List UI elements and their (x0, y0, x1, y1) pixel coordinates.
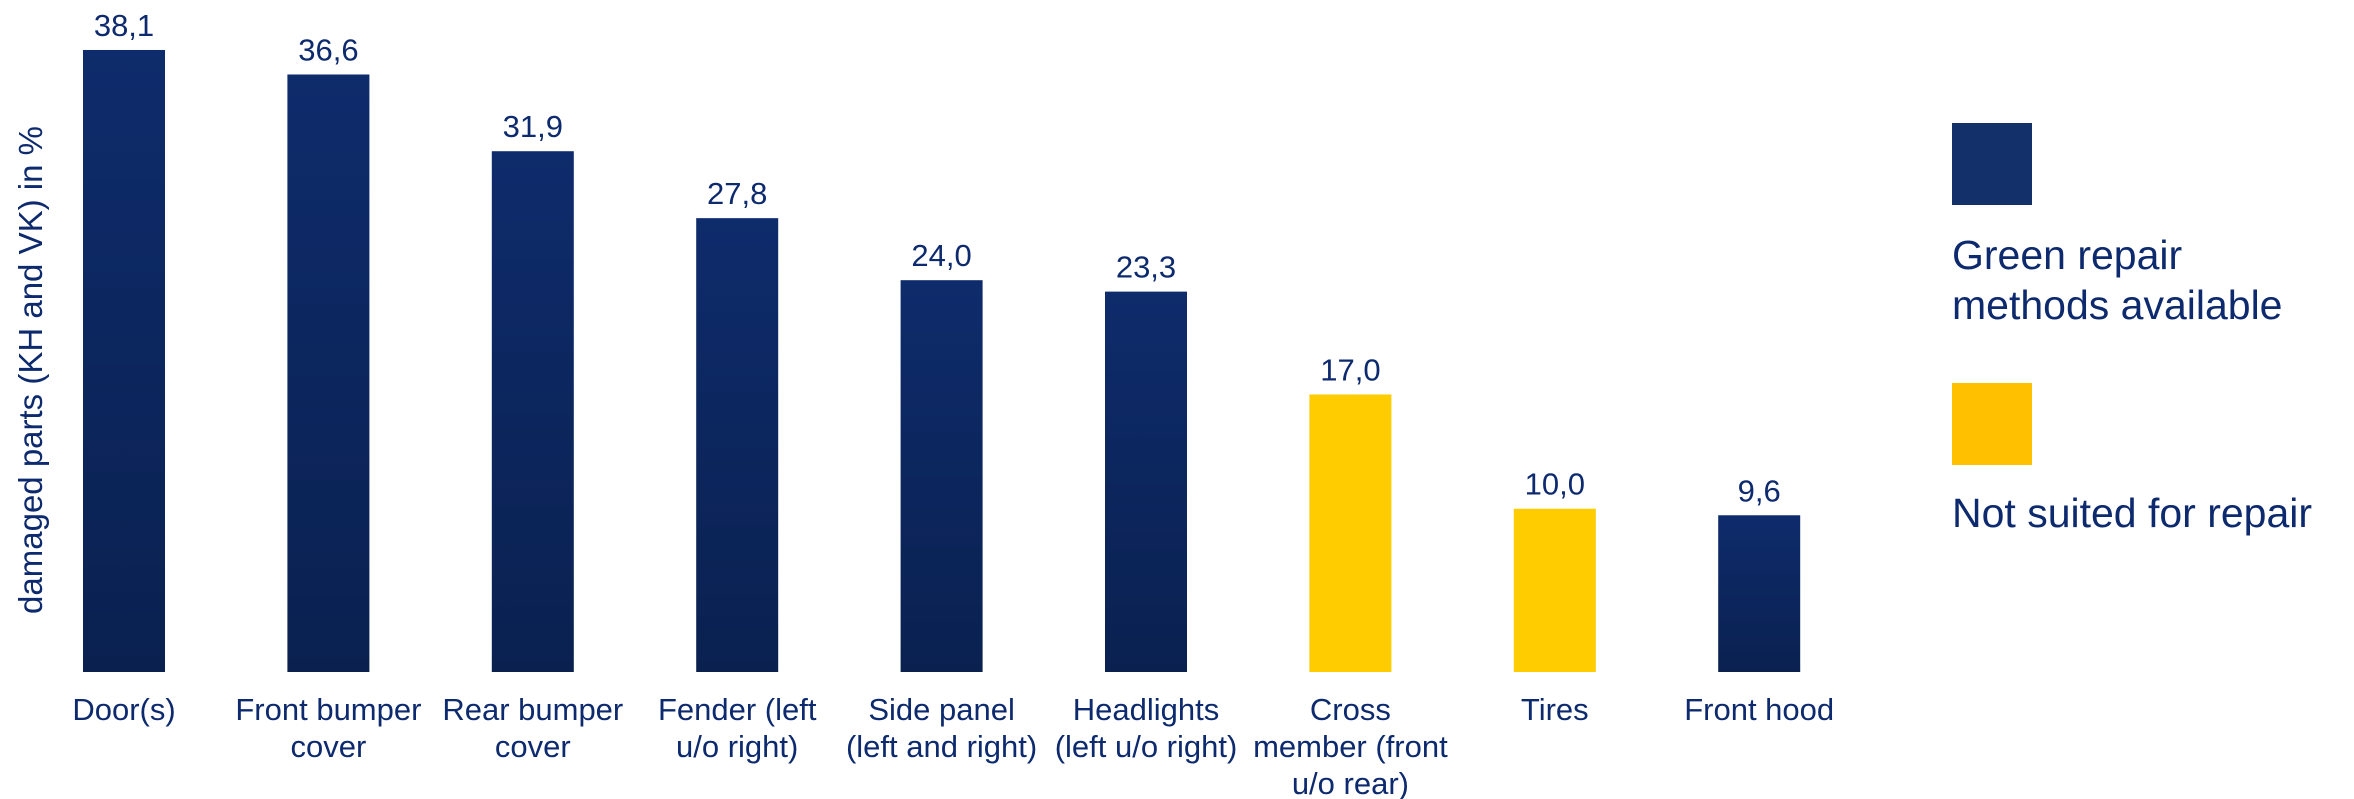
category-label: Door(s) (72, 692, 175, 727)
category-label: Side panel (left and right) (846, 692, 1037, 764)
bar (287, 74, 370, 673)
bar (83, 50, 165, 672)
category-label: Front bumper cover (235, 692, 421, 764)
bar (491, 151, 574, 673)
bar-value-label: 31,9 (503, 109, 563, 144)
legend-swatch-green-repair (1952, 123, 2032, 205)
legend-swatch-not-suited (1952, 383, 2032, 465)
bar-value-label: 23,3 (1116, 250, 1176, 285)
bar-value-label: 38,1 (94, 8, 154, 43)
bar-value-label: 17,0 (1320, 352, 1380, 387)
bar (1718, 515, 1801, 672)
bar-value-label: 10,0 (1525, 467, 1585, 502)
bar (696, 218, 779, 673)
y-axis-title: damaged parts (KH and VK) in % (12, 126, 49, 614)
category-label: Cross member (front u/o rear) (1253, 692, 1448, 799)
category-label: Front hood (1684, 692, 1834, 727)
category-label: Tires (1521, 692, 1589, 727)
bar-value-label: 9,6 (1738, 473, 1781, 508)
bar-value-label: 36,6 (298, 32, 358, 67)
bar (900, 280, 983, 672)
bar (1309, 394, 1392, 672)
legend: Green repair methods available Not suite… (1952, 0, 2352, 799)
bar (1105, 291, 1187, 672)
category-label: Headlights (left u/o right) (1055, 692, 1238, 764)
bar-value-label: 24,0 (911, 238, 971, 273)
category-label: Rear bumper cover (442, 692, 623, 764)
category-label: Fender (left u/o right) (658, 692, 817, 764)
bar-value-label: 27,8 (707, 176, 767, 211)
legend-label-not-suited: Not suited for repair (1952, 490, 2313, 536)
bar (1513, 508, 1596, 672)
legend-label-green-repair: Green repair methods available (1952, 232, 2283, 328)
bar-chart: damaged parts (KH and VK) in % 38,1 36,6 3… (12, 8, 1834, 799)
